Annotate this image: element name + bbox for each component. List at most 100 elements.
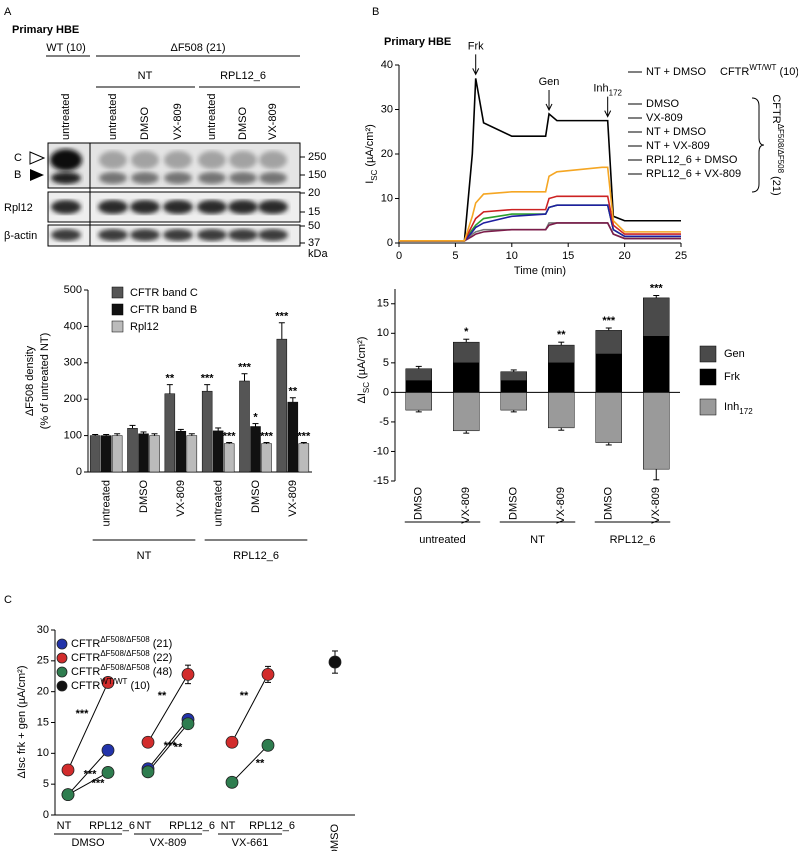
significance: *** — [602, 315, 616, 327]
series-line — [399, 78, 681, 242]
bracket-label-part: CFTR — [770, 94, 782, 123]
connector — [147, 719, 189, 770]
legend-note-part: (10) — [779, 66, 798, 78]
y-tick-label: 15 — [377, 298, 389, 310]
bar-segment — [595, 392, 622, 443]
significance: ** — [256, 758, 265, 770]
band — [229, 151, 257, 169]
legend-label-part: ΔF508/ΔF508 — [100, 663, 150, 672]
significance: * — [464, 326, 469, 338]
legend-label-part: Inh — [724, 401, 739, 413]
lane-label: VX-809 — [172, 103, 184, 140]
x-tick-label: 0 — [396, 250, 402, 262]
significance: *** — [201, 373, 215, 385]
y-tick-label: 10 — [37, 747, 49, 759]
legend-label: CFTR band C — [130, 287, 198, 299]
y-tick-label: -5 — [379, 416, 389, 428]
bar — [250, 426, 261, 473]
bar-segment — [453, 362, 480, 393]
legend-label: CFTRWT/WT (10) — [71, 677, 150, 692]
legend-label: NT + DMSO — [646, 66, 706, 78]
point — [225, 735, 239, 749]
y-tick-label: 15 — [37, 716, 49, 728]
x-tick-label: DMSO — [250, 480, 262, 513]
y-tick-label: 5 — [43, 778, 49, 790]
band-marker: B — [14, 169, 21, 181]
legend-label-part: (21) — [153, 638, 173, 650]
legend-label-part: CFTR — [71, 652, 100, 664]
x-axis-label: Time (min) — [514, 265, 566, 277]
y-tick-label: 10 — [377, 327, 389, 339]
panel-label: A — [4, 6, 12, 18]
connector — [67, 749, 109, 795]
mw-label: 37 — [308, 237, 320, 249]
bar — [149, 435, 160, 473]
y-tick-label: -10 — [373, 445, 389, 457]
x-tick-label: NT — [137, 820, 152, 832]
mw-label: 20 — [308, 187, 320, 199]
legend-label-part: (48) — [153, 666, 173, 678]
legend-swatch — [111, 320, 124, 333]
band — [197, 229, 227, 241]
marker-arrow — [30, 169, 44, 181]
x-tick-label: VX-809 — [460, 487, 472, 524]
point — [141, 735, 155, 749]
y-tick-label: 20 — [37, 686, 49, 698]
band — [228, 229, 258, 241]
significance: *** — [238, 362, 252, 374]
annotation: Frk — [468, 40, 484, 52]
bar-segment — [548, 344, 575, 364]
bar — [287, 401, 299, 473]
legend-label-part: ΔF508/ΔF508 — [100, 649, 150, 658]
band — [130, 229, 160, 241]
x-tick-label: 10 — [506, 250, 518, 262]
series-line — [399, 204, 681, 242]
bar-segment — [595, 353, 622, 393]
significance: *** — [164, 740, 178, 752]
band — [198, 172, 226, 184]
band — [131, 172, 159, 184]
legend-bracket — [751, 97, 765, 193]
x-tick-label: DMSO — [329, 824, 341, 851]
legend-swatch — [111, 286, 124, 299]
band — [99, 151, 127, 169]
band — [258, 200, 288, 214]
lane-label: DMSO — [237, 107, 249, 140]
y-axis-label-part: SC — [370, 169, 379, 180]
legend-label-part: 172 — [739, 407, 753, 416]
legend-label-part: (22) — [153, 652, 173, 664]
bracket-label-part: (21) — [770, 176, 782, 196]
legend-label: VX-809 — [646, 112, 683, 124]
significance: *** — [297, 430, 311, 442]
annotation-arrow — [545, 89, 553, 112]
bar-segment — [643, 392, 670, 470]
legend-label: Gen — [724, 348, 745, 360]
x-tick-label: DMSO — [508, 487, 520, 520]
group-label: ΔF508 (21) — [170, 42, 225, 54]
significance: ** — [557, 329, 566, 341]
annotation: Inh172 — [593, 83, 622, 98]
legend-note-part: WT/WT — [749, 63, 776, 72]
significance: *** — [650, 282, 664, 294]
bar-segment — [548, 362, 575, 393]
point — [181, 668, 195, 681]
legend-label: Frk — [724, 371, 740, 383]
subgroup-label: NT — [138, 70, 153, 82]
bar — [212, 430, 224, 473]
y-axis-label-part: ΔI — [356, 393, 368, 403]
y-tick-label: 100 — [64, 430, 82, 442]
band — [51, 200, 81, 214]
significance: ** — [240, 690, 249, 702]
band — [99, 172, 127, 184]
legend-label-part: ΔF508/ΔF508 — [100, 635, 150, 644]
group-label: NT — [137, 550, 152, 562]
x-tick-label: NT — [57, 820, 72, 832]
series-line — [399, 166, 681, 242]
significance: *** — [76, 708, 90, 720]
bar — [201, 390, 213, 473]
point — [101, 766, 115, 779]
y-axis-label: ΔISC (µA/cm²) — [356, 337, 371, 404]
bar — [298, 443, 310, 473]
bar — [164, 393, 176, 473]
x-tick-label: DMSO — [603, 487, 615, 520]
